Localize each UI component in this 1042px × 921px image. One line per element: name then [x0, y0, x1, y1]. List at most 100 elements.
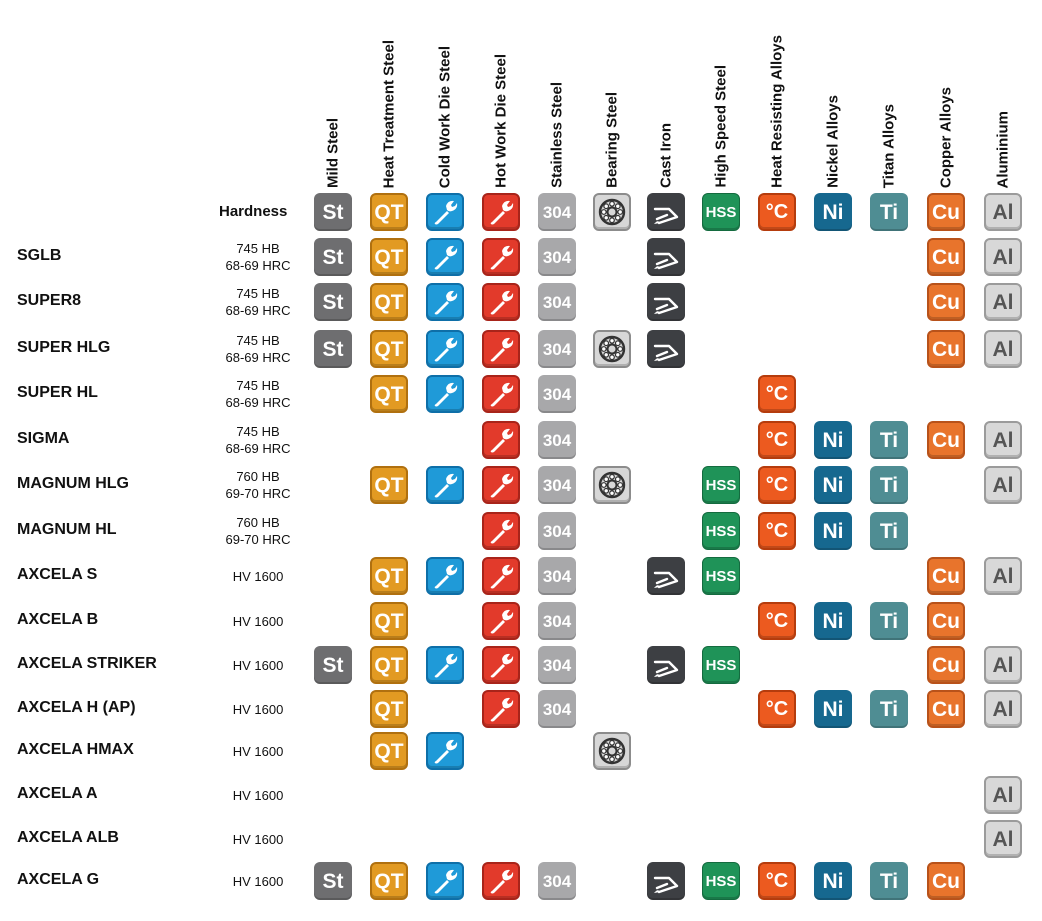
stainless-steel-icon: 304	[538, 862, 576, 900]
bearing-icon	[593, 732, 631, 770]
wrench-blue-icon	[426, 557, 464, 595]
wrench-red-icon	[482, 238, 520, 276]
stainless-steel-icon: 304	[538, 193, 576, 231]
heat-treatment-steel-icon: QT	[370, 732, 408, 770]
heat-resisting-alloys-icon: °C	[758, 375, 796, 413]
heat-treatment-steel-icon: QT	[370, 330, 408, 368]
heat-treatment-steel-icon: QT	[370, 646, 408, 684]
row-hardness: HV 1600	[232, 787, 284, 803]
heat-treatment-steel-icon: QT	[370, 602, 408, 640]
column-header-label: Mild Steel	[324, 117, 342, 188]
wrench-red-icon	[482, 557, 520, 595]
wrench-red-icon	[482, 862, 520, 900]
cast-iron-icon	[647, 238, 685, 276]
row-name: AXCELA S	[17, 566, 98, 583]
cast-iron-icon	[647, 193, 685, 231]
heat-treatment-steel-icon: QT	[370, 375, 408, 413]
row-name: SGLB	[17, 247, 62, 264]
column-header-label: Stainless Steel	[548, 82, 566, 188]
bearing-icon	[593, 466, 631, 504]
high-speed-steel-icon: HSS	[702, 512, 740, 550]
row-hardness: HV 1600	[232, 701, 284, 717]
aluminium-icon: Al	[984, 421, 1022, 459]
nickel-alloys-icon: Ni	[814, 602, 852, 640]
wrench-red-icon	[482, 330, 520, 368]
stainless-steel-icon: 304	[538, 238, 576, 276]
heat-resisting-alloys-icon: °C	[758, 421, 796, 459]
nickel-alloys-icon: Ni	[814, 466, 852, 504]
cast-iron-icon	[647, 283, 685, 321]
column-header-label: Cast Iron	[657, 122, 675, 188]
stainless-steel-icon: 304	[538, 375, 576, 413]
row-hardness: HV 1600	[232, 613, 284, 629]
stainless-steel-icon: 304	[538, 646, 576, 684]
heat-resisting-alloys-icon: °C	[758, 466, 796, 504]
aluminium-icon: Al	[984, 330, 1022, 368]
row-hardness: HV 1600	[232, 568, 284, 584]
wrench-blue-icon	[426, 283, 464, 321]
wrench-blue-icon	[426, 375, 464, 413]
row-hardness: HV 1600	[232, 743, 284, 759]
mild-steel-icon: St	[314, 193, 352, 231]
wrench-blue-icon	[426, 646, 464, 684]
titan-alloys-icon: Ti	[870, 193, 908, 231]
copper-alloys-icon: Cu	[927, 330, 965, 368]
wrench-blue-icon	[426, 193, 464, 231]
cast-iron-icon	[647, 557, 685, 595]
copper-alloys-icon: Cu	[927, 421, 965, 459]
copper-alloys-icon: Cu	[927, 283, 965, 321]
column-header-label: Bearing Steel	[603, 92, 621, 188]
column-header-ss: Stainless Steel	[529, 0, 585, 190]
copper-alloys-icon: Cu	[927, 690, 965, 728]
column-header-label: Cold Work Die Steel	[436, 45, 454, 188]
column-header-label: Nickel Alloys	[824, 95, 842, 188]
aluminium-icon: Al	[984, 238, 1022, 276]
column-header-label: Aluminium	[994, 110, 1012, 189]
heat-resisting-alloys-icon: °C	[758, 602, 796, 640]
nickel-alloys-icon: Ni	[814, 512, 852, 550]
row-name: AXCELA ALB	[17, 829, 119, 846]
wrench-red-icon	[482, 421, 520, 459]
hardness-column-header: Hardness	[219, 203, 288, 220]
row-hardness: 760 HB 69-70 HRC	[225, 515, 291, 547]
mild-steel-icon: St	[314, 330, 352, 368]
heat-resisting-alloys-icon: °C	[758, 690, 796, 728]
copper-alloys-icon: Cu	[927, 862, 965, 900]
row-name: AXCELA A	[17, 785, 98, 802]
heat-resisting-alloys-icon: °C	[758, 512, 796, 550]
wrench-red-icon	[482, 193, 520, 231]
nickel-alloys-icon: Ni	[814, 193, 852, 231]
row-name: SIGMA	[17, 430, 70, 447]
high-speed-steel-icon: HSS	[702, 193, 740, 231]
column-header-ci: Cast Iron	[638, 0, 694, 190]
stainless-steel-icon: 304	[538, 283, 576, 321]
heat-treatment-steel-icon: QT	[370, 193, 408, 231]
heat-treatment-steel-icon: QT	[370, 466, 408, 504]
titan-alloys-icon: Ti	[870, 466, 908, 504]
row-name: AXCELA H (AP)	[17, 699, 136, 716]
wrench-red-icon	[482, 466, 520, 504]
high-speed-steel-icon: HSS	[702, 466, 740, 504]
stainless-steel-icon: 304	[538, 690, 576, 728]
row-name: AXCELA B	[17, 611, 99, 628]
column-header-br: Bearing Steel	[584, 0, 640, 190]
row-hardness: HV 1600	[232, 873, 284, 889]
wrench-blue-icon	[426, 732, 464, 770]
column-header-label: Copper Alloys	[937, 86, 955, 188]
high-speed-steel-icon: HSS	[702, 557, 740, 595]
column-header-label: High Speed Steel	[712, 65, 730, 188]
row-hardness: HV 1600	[232, 657, 284, 673]
mild-steel-icon: St	[314, 238, 352, 276]
stainless-steel-icon: 304	[538, 330, 576, 368]
cast-iron-icon	[647, 646, 685, 684]
row-hardness: 745 HB 68-69 HRC	[225, 286, 291, 318]
column-header-hw: Hot Work Die Steel	[473, 0, 529, 190]
column-header-ni: Nickel Alloys	[805, 0, 861, 190]
wrench-red-icon	[482, 646, 520, 684]
row-hardness: 745 HB 68-69 HRC	[225, 241, 291, 273]
wrench-red-icon	[482, 283, 520, 321]
row-name: MAGNUM HLG	[17, 475, 129, 492]
bearing-icon	[593, 193, 631, 231]
row-name: SUPER HLG	[17, 339, 111, 356]
stainless-steel-icon: 304	[538, 421, 576, 459]
